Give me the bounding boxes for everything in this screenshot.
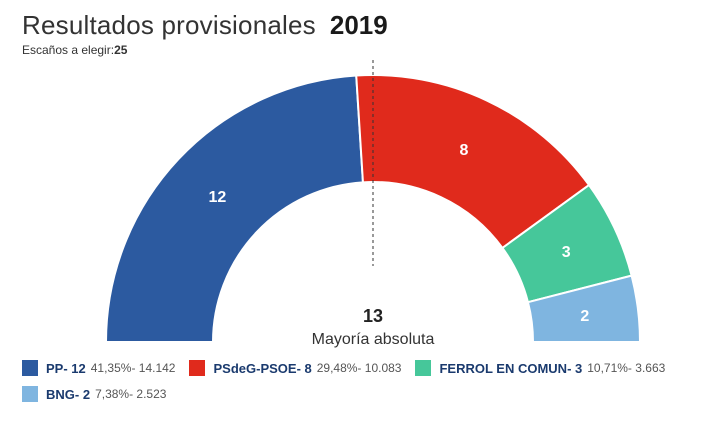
- majority-value: 13: [363, 306, 383, 326]
- legend-party: FERROL EN COMUN- 3: [439, 360, 583, 376]
- legend-item-ferrol-en-comun: FERROL EN COMUN- 3 10,71%- 3.663: [415, 360, 665, 376]
- slice-pp: [104, 74, 365, 343]
- seats-to-elect: Escaños a elegir:25: [22, 43, 388, 57]
- slice-label-pp: 12: [208, 189, 226, 206]
- majority-label: Mayoría absoluta: [312, 331, 435, 348]
- slice-label-ferrol-en-comun: 3: [562, 244, 571, 261]
- legend-swatch: [22, 360, 38, 376]
- legend-stats: 41,35%- 14.142: [90, 361, 176, 375]
- title-row: Resultados provisionales 2019: [22, 10, 388, 41]
- legend-swatch: [22, 386, 38, 402]
- slice-bng: [526, 274, 642, 343]
- chart-legend: PP- 12 41,35%- 14.142 PSdeG-PSOE- 8 29,48%-…: [22, 360, 712, 402]
- legend-stats: 7,38%- 2.523: [95, 387, 167, 401]
- chart-title: Resultados provisionales: [22, 10, 316, 40]
- chart-header: Resultados provisionales 2019 Escaños a …: [22, 10, 388, 57]
- parliament-chart: 12 8 3 2 13 Mayoría absoluta: [104, 60, 642, 348]
- legend-stats: 29,48%- 10.083: [316, 361, 402, 375]
- legend-party: BNG- 2: [46, 386, 91, 402]
- legend-item-bng: BNG- 2 7,38%- 2.523: [22, 386, 166, 402]
- slice-label-psdeg-psoe: 8: [459, 142, 468, 159]
- slice-label-bng: 2: [580, 308, 589, 325]
- legend-item-pp: PP- 12 41,35%- 14.142: [22, 360, 175, 376]
- seats-label: Escaños a elegir:: [22, 43, 115, 57]
- legend-stats: 10,71%- 3.663: [587, 361, 666, 375]
- legend-swatch: [189, 360, 206, 376]
- seats-value: 25: [114, 43, 128, 57]
- legend-item-psdeg-psoe: PSdeG-PSOE- 8 29,48%- 10.083: [189, 360, 401, 376]
- chart-year: 2019: [329, 10, 388, 40]
- legend-swatch: [415, 360, 432, 376]
- legend-party: PP- 12: [46, 360, 86, 376]
- legend-party: PSdeG-PSOE- 8: [213, 360, 312, 376]
